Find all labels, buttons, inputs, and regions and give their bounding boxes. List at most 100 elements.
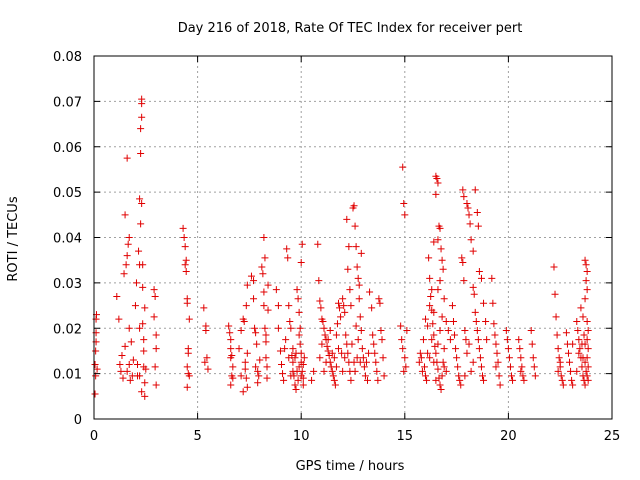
data-point [490, 320, 498, 328]
data-point [336, 304, 344, 312]
data-point [123, 367, 131, 375]
data-point [278, 361, 286, 369]
data-point [295, 363, 303, 371]
data-point [473, 209, 481, 217]
data-point [506, 363, 514, 371]
data-point [324, 347, 332, 355]
data-point [294, 376, 302, 384]
data-point [264, 281, 272, 289]
data-point [316, 354, 324, 362]
data-point [465, 211, 473, 219]
data-point [258, 263, 266, 271]
data-point [286, 317, 294, 325]
data-point [449, 317, 457, 325]
data-point [425, 254, 433, 262]
data-point [139, 283, 147, 291]
data-point [264, 306, 272, 314]
data-point [353, 263, 361, 271]
data-point [354, 336, 362, 344]
x-tick-label: 5 [193, 429, 201, 444]
data-point [583, 286, 591, 294]
data-point [574, 327, 582, 335]
data-point [250, 277, 258, 285]
data-point [125, 234, 133, 241]
data-point [119, 374, 127, 382]
data-point [438, 256, 446, 264]
data-point [185, 315, 193, 323]
data-point [566, 358, 574, 366]
data-point [550, 263, 558, 271]
data-point [399, 345, 407, 353]
data-point [438, 372, 446, 380]
data-point [226, 329, 234, 337]
data-point [150, 286, 158, 294]
data-point [182, 256, 190, 264]
data-point [182, 268, 190, 276]
data-point [557, 372, 565, 380]
y-axis-label: ROTI / TECUs [6, 196, 21, 281]
data-point [201, 358, 209, 366]
data-point [442, 367, 450, 375]
data-point [460, 193, 468, 201]
data-point [135, 247, 143, 255]
data-point [415, 358, 423, 366]
data-point [555, 354, 563, 362]
data-point [334, 299, 342, 307]
data-point [254, 379, 262, 387]
data-point [339, 295, 347, 303]
data-point [350, 202, 358, 210]
data-point [329, 372, 337, 380]
data-point [247, 272, 255, 280]
data-point [469, 358, 477, 366]
data-point [463, 199, 471, 207]
data-point [426, 274, 434, 282]
data-point [397, 322, 405, 330]
data-point [466, 220, 474, 228]
data-point [582, 277, 590, 285]
data-point [461, 327, 469, 335]
data-point [372, 358, 380, 366]
data-point [419, 336, 427, 344]
data-point [426, 302, 434, 310]
y-tick-label: 0.02 [53, 322, 82, 337]
data-point [554, 367, 562, 375]
data-point [581, 256, 589, 264]
data-point [319, 317, 327, 325]
data-point [562, 329, 570, 337]
data-point [262, 338, 270, 346]
x-tick-label: 15 [397, 429, 414, 444]
data-point [285, 354, 293, 362]
data-point [379, 354, 387, 362]
data-point [139, 320, 147, 328]
data-point [332, 331, 340, 339]
data-point [496, 381, 504, 389]
data-point [573, 317, 581, 325]
data-point [260, 234, 268, 241]
data-point [136, 195, 144, 203]
data-point [579, 354, 587, 362]
data-point [123, 252, 131, 260]
data-point [376, 299, 384, 307]
data-point [554, 345, 562, 353]
data-point [401, 211, 409, 219]
data-point [179, 224, 187, 232]
data-point [331, 381, 339, 389]
data-point [520, 376, 528, 384]
data-point [434, 365, 442, 373]
data-point [289, 358, 297, 366]
data-point [365, 349, 373, 357]
data-point [465, 340, 473, 348]
data-point [279, 370, 287, 378]
data-point [276, 347, 284, 355]
data-point [292, 349, 300, 357]
data-point [299, 381, 307, 389]
data-point [181, 261, 189, 269]
data-point [225, 322, 233, 330]
data-point [297, 258, 305, 266]
data-point [436, 224, 444, 232]
data-point [440, 345, 448, 353]
data-point [422, 372, 430, 380]
data-point [429, 320, 437, 328]
data-point [578, 363, 586, 371]
data-point [293, 286, 301, 294]
